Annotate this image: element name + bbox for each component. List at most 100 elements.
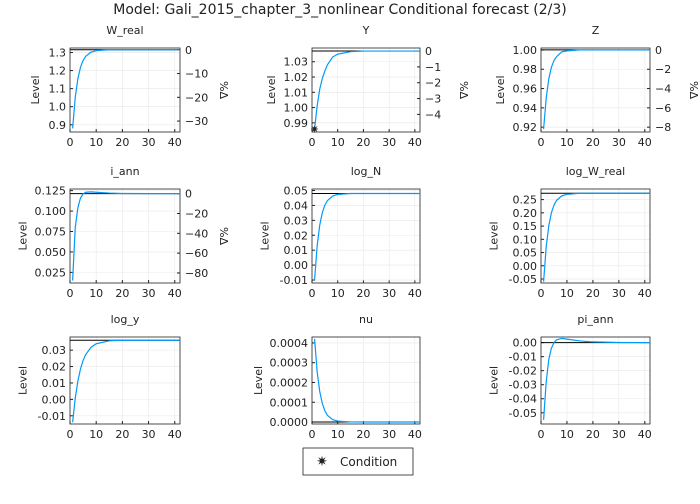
right-tick-label: 0 xyxy=(185,44,192,57)
plot-frame xyxy=(311,336,421,425)
plot-frame xyxy=(311,188,421,284)
right-axis-label: %Δ xyxy=(217,227,230,245)
plot-frame xyxy=(540,47,651,133)
y-tick-label: 0.25 xyxy=(513,194,538,207)
y-axis-label: Level xyxy=(17,221,30,250)
y-tick-label: 0.00 xyxy=(284,259,309,272)
x-tick-label: 30 xyxy=(612,428,626,441)
y-tick-label: 0.98 xyxy=(513,63,538,76)
x-tick-label: 20 xyxy=(115,428,129,441)
x-tick-label: 0 xyxy=(309,287,316,300)
x-tick-label: 0 xyxy=(67,136,74,149)
right-tick-label: −20 xyxy=(185,207,208,220)
plot-frame xyxy=(69,336,181,425)
forecast-line xyxy=(72,191,180,281)
x-tick-label: 10 xyxy=(331,287,345,300)
x-tick-label: 40 xyxy=(638,287,652,300)
subplot-log_y: log_y 0 10 20 30 40 -0.01 0.00 0.01 0.02 0.03 Level xyxy=(17,313,182,441)
x-tick-label: 0 xyxy=(67,428,74,441)
right-tick-label: −10 xyxy=(185,68,208,81)
y-tick-label: 0.15 xyxy=(513,220,538,233)
forecast-line xyxy=(542,49,650,130)
x-tick-label: 40 xyxy=(638,428,652,441)
right-axis-label: %Δ xyxy=(217,81,230,99)
x-tick-label: 10 xyxy=(89,287,103,300)
forecast-line xyxy=(542,337,650,420)
x-tick-label: 40 xyxy=(638,136,652,149)
x-tick-label: 10 xyxy=(89,428,103,441)
y-tick-label: 0.0002 xyxy=(270,376,309,389)
subplot-pi_ann: pi_ann 0 10 20 30 40 -0.05-0.04-0.03-0.02-0.01… xyxy=(488,313,652,441)
y-tick-label: 0.04 xyxy=(284,199,309,212)
y-tick-label: -0.04 xyxy=(509,393,537,406)
x-tick-label: 20 xyxy=(586,428,600,441)
y-tick-label: -0.01 xyxy=(38,410,66,423)
right-axis-label: %Δ xyxy=(687,81,700,99)
x-tick-label: 20 xyxy=(586,136,600,149)
right-tick-label: −30 xyxy=(185,115,208,128)
y-tick-label: 1.0 xyxy=(49,101,67,114)
y-tick-label: 0.02 xyxy=(42,361,67,374)
y-tick-label: 0.92 xyxy=(513,121,538,134)
y-axis-label: Level xyxy=(29,75,42,104)
right-tick-label: 0 xyxy=(185,188,192,201)
y-tick-label: 0.050 xyxy=(35,246,67,259)
legend-box xyxy=(302,447,414,476)
subplot-title: pi_ann xyxy=(577,313,613,326)
subplot-title: nu xyxy=(359,313,373,326)
right-tick-label: −60 xyxy=(185,247,208,260)
y-tick-label: 0.02 xyxy=(284,229,309,242)
legend-star-icon: ✷ xyxy=(316,454,328,470)
condition-marker: ✷ xyxy=(310,123,319,136)
x-tick-label: 40 xyxy=(408,136,422,149)
y-axis-label: Level xyxy=(265,75,278,104)
x-tick-label: 10 xyxy=(331,136,345,149)
legend: ✷ Condition xyxy=(302,447,414,476)
plot-frame xyxy=(311,47,421,133)
y-axis-label: Level xyxy=(259,221,272,250)
y-tick-label: 0.00 xyxy=(42,393,67,406)
y-tick-label: -0.02 xyxy=(509,365,537,378)
y-tick-label: 0.10 xyxy=(513,233,538,246)
x-tick-label: 0 xyxy=(538,428,545,441)
right-tick-label: −2 xyxy=(425,77,441,90)
x-tick-label: 20 xyxy=(115,287,129,300)
x-tick-label: 20 xyxy=(356,136,370,149)
y-tick-label: 0.05 xyxy=(513,247,538,260)
subplot-title: Y xyxy=(362,24,370,37)
right-tick-label: −4 xyxy=(425,108,441,121)
y-tick-label: 0.03 xyxy=(42,344,67,357)
subplot-i_ann: i_ann 0 10 20 30 40 0.025 0.050 0.075 0.100 0.125 L… xyxy=(17,165,231,300)
y-axis-label: Level xyxy=(488,221,501,250)
y-tick-label: 0.125 xyxy=(35,185,67,198)
x-tick-label: 40 xyxy=(408,287,422,300)
y-tick-label: 0.0004 xyxy=(270,337,309,350)
subplot-title: log_W_real xyxy=(566,165,626,178)
legend-label: Condition xyxy=(340,455,397,469)
figure-title: Model: Gali_2015_chapter_3_nonlinear Con… xyxy=(113,2,566,18)
x-tick-label: 20 xyxy=(586,287,600,300)
y-tick-label: 1.3 xyxy=(49,47,67,60)
y-tick-label: 0.01 xyxy=(284,244,309,257)
forecast-line xyxy=(313,192,420,281)
x-tick-label: 0 xyxy=(309,136,316,149)
y-tick-label: 1.1 xyxy=(49,83,67,96)
subplot-W_real: W_real 0 10 20 30 40 0.9 1.0 1.1 1.2 1.3 Level 0 −10 −… xyxy=(29,24,230,149)
forecast-line xyxy=(72,339,180,423)
y-tick-label: 1.00 xyxy=(284,102,309,115)
x-tick-label: 10 xyxy=(560,136,574,149)
forecast-line xyxy=(313,338,420,423)
x-tick-label: 10 xyxy=(560,287,574,300)
y-tick-label: 1.2 xyxy=(49,65,67,78)
forecast-line xyxy=(313,50,420,130)
x-tick-label: 0 xyxy=(67,287,74,300)
right-axis-label: %Δ xyxy=(457,81,470,99)
plot-frame xyxy=(69,188,181,284)
x-tick-label: 0 xyxy=(538,287,545,300)
y-tick-label: 1.02 xyxy=(284,71,309,84)
subplot-title: i_ann xyxy=(110,165,139,178)
y-tick-label: 0.0000 xyxy=(270,416,309,429)
subplot-title: Z xyxy=(592,24,600,37)
x-tick-label: 40 xyxy=(168,428,182,441)
